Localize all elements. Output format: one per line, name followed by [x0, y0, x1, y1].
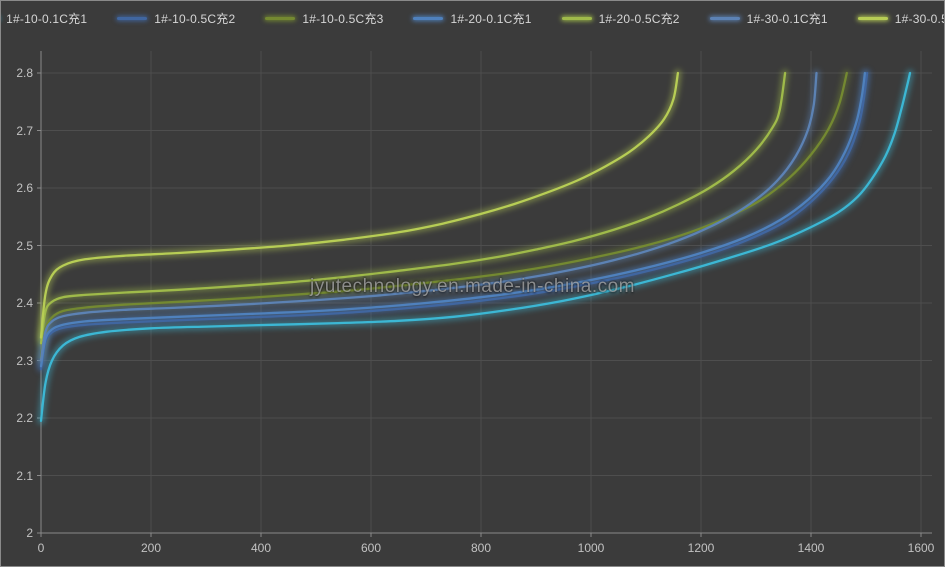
y-axis-tick-label: 2.5	[16, 238, 33, 253]
legend-item: 1#-10-0.5C充2	[117, 10, 235, 27]
legend-line-swatch	[561, 17, 592, 20]
legend: 1#-10-0.1C充1 1#-10-0.5C充2 1#-10-0.5C充3 1#-2…	[1, 10, 944, 27]
series-glow-layer	[37, 69, 914, 425]
legend-item: 1#-20-0.1C充1	[413, 10, 531, 27]
y-axis-tick-label: 2.8	[16, 66, 33, 80]
series-line-4	[39, 71, 867, 368]
legend-item: 1#-20-0.5C充2	[561, 10, 680, 27]
legend-item: 1#-30-0.1C充1	[709, 10, 828, 27]
x-axis-tick-label: 1200	[687, 541, 715, 555]
legend-label: 1#-20-0.1C充1	[450, 12, 532, 26]
y-axis-tick-label: 2.2	[16, 411, 33, 425]
series-glow-1	[37, 69, 914, 425]
x-axis-tick-label: 0	[37, 541, 45, 555]
x-axis-tick-label: 1400	[797, 541, 825, 555]
axes	[37, 51, 932, 537]
x-axis-tick-label: 1600	[907, 541, 935, 555]
y-axis-tick-label: 2.4	[16, 296, 33, 310]
legend-label: 1#-20-0.5C充2	[598, 12, 680, 26]
legend-line-swatch	[265, 17, 296, 20]
legend-label: 1#-30-0.5C充2	[894, 12, 944, 26]
x-axis-tick-label: 600	[360, 541, 382, 555]
x-axis-tick-label: 800	[470, 541, 492, 555]
x-axis-tick-label: 200	[140, 541, 162, 555]
series-line-7	[39, 71, 680, 339]
series-line-1	[39, 71, 912, 423]
legend-label: 1#-10-0.1C充1	[6, 12, 88, 26]
legend-item: 1#-10-0.5C充3	[265, 10, 383, 27]
series-line-3	[39, 71, 848, 359]
legend-line-swatch	[709, 17, 740, 20]
legend-line-swatch	[117, 17, 148, 20]
legend-label: 1#-30-0.1C充1	[746, 12, 828, 26]
y-axis-tick-label: 2.3	[16, 353, 33, 368]
legend-line-swatch	[857, 17, 888, 20]
series-line-6	[39, 71, 818, 362]
y-axis-tick-label: 2.1	[16, 468, 33, 483]
legend-line-swatch	[413, 17, 444, 20]
series-line-5	[39, 71, 787, 345]
y-axis-tick-label: 2	[26, 526, 33, 540]
series-line-2	[39, 71, 869, 371]
y-axis-tick-label: 2.7	[16, 123, 33, 138]
legend-label: 1#-10-0.5C充3	[302, 12, 384, 26]
series-layer	[39, 71, 912, 423]
legend-item: 1#-10-0.1C充1	[1, 10, 88, 27]
watermark-text: jyutechnology.en.made-in-china.com	[309, 276, 636, 297]
x-axis-tick-label: 400	[250, 541, 272, 555]
legend-item: 1#-30-0.5C充2	[857, 10, 944, 27]
x-axis-tick-label: 1000	[577, 541, 605, 555]
legend-label: 1#-10-0.5C充2	[154, 12, 236, 26]
y-axis-tick-label: 2.6	[16, 181, 33, 195]
